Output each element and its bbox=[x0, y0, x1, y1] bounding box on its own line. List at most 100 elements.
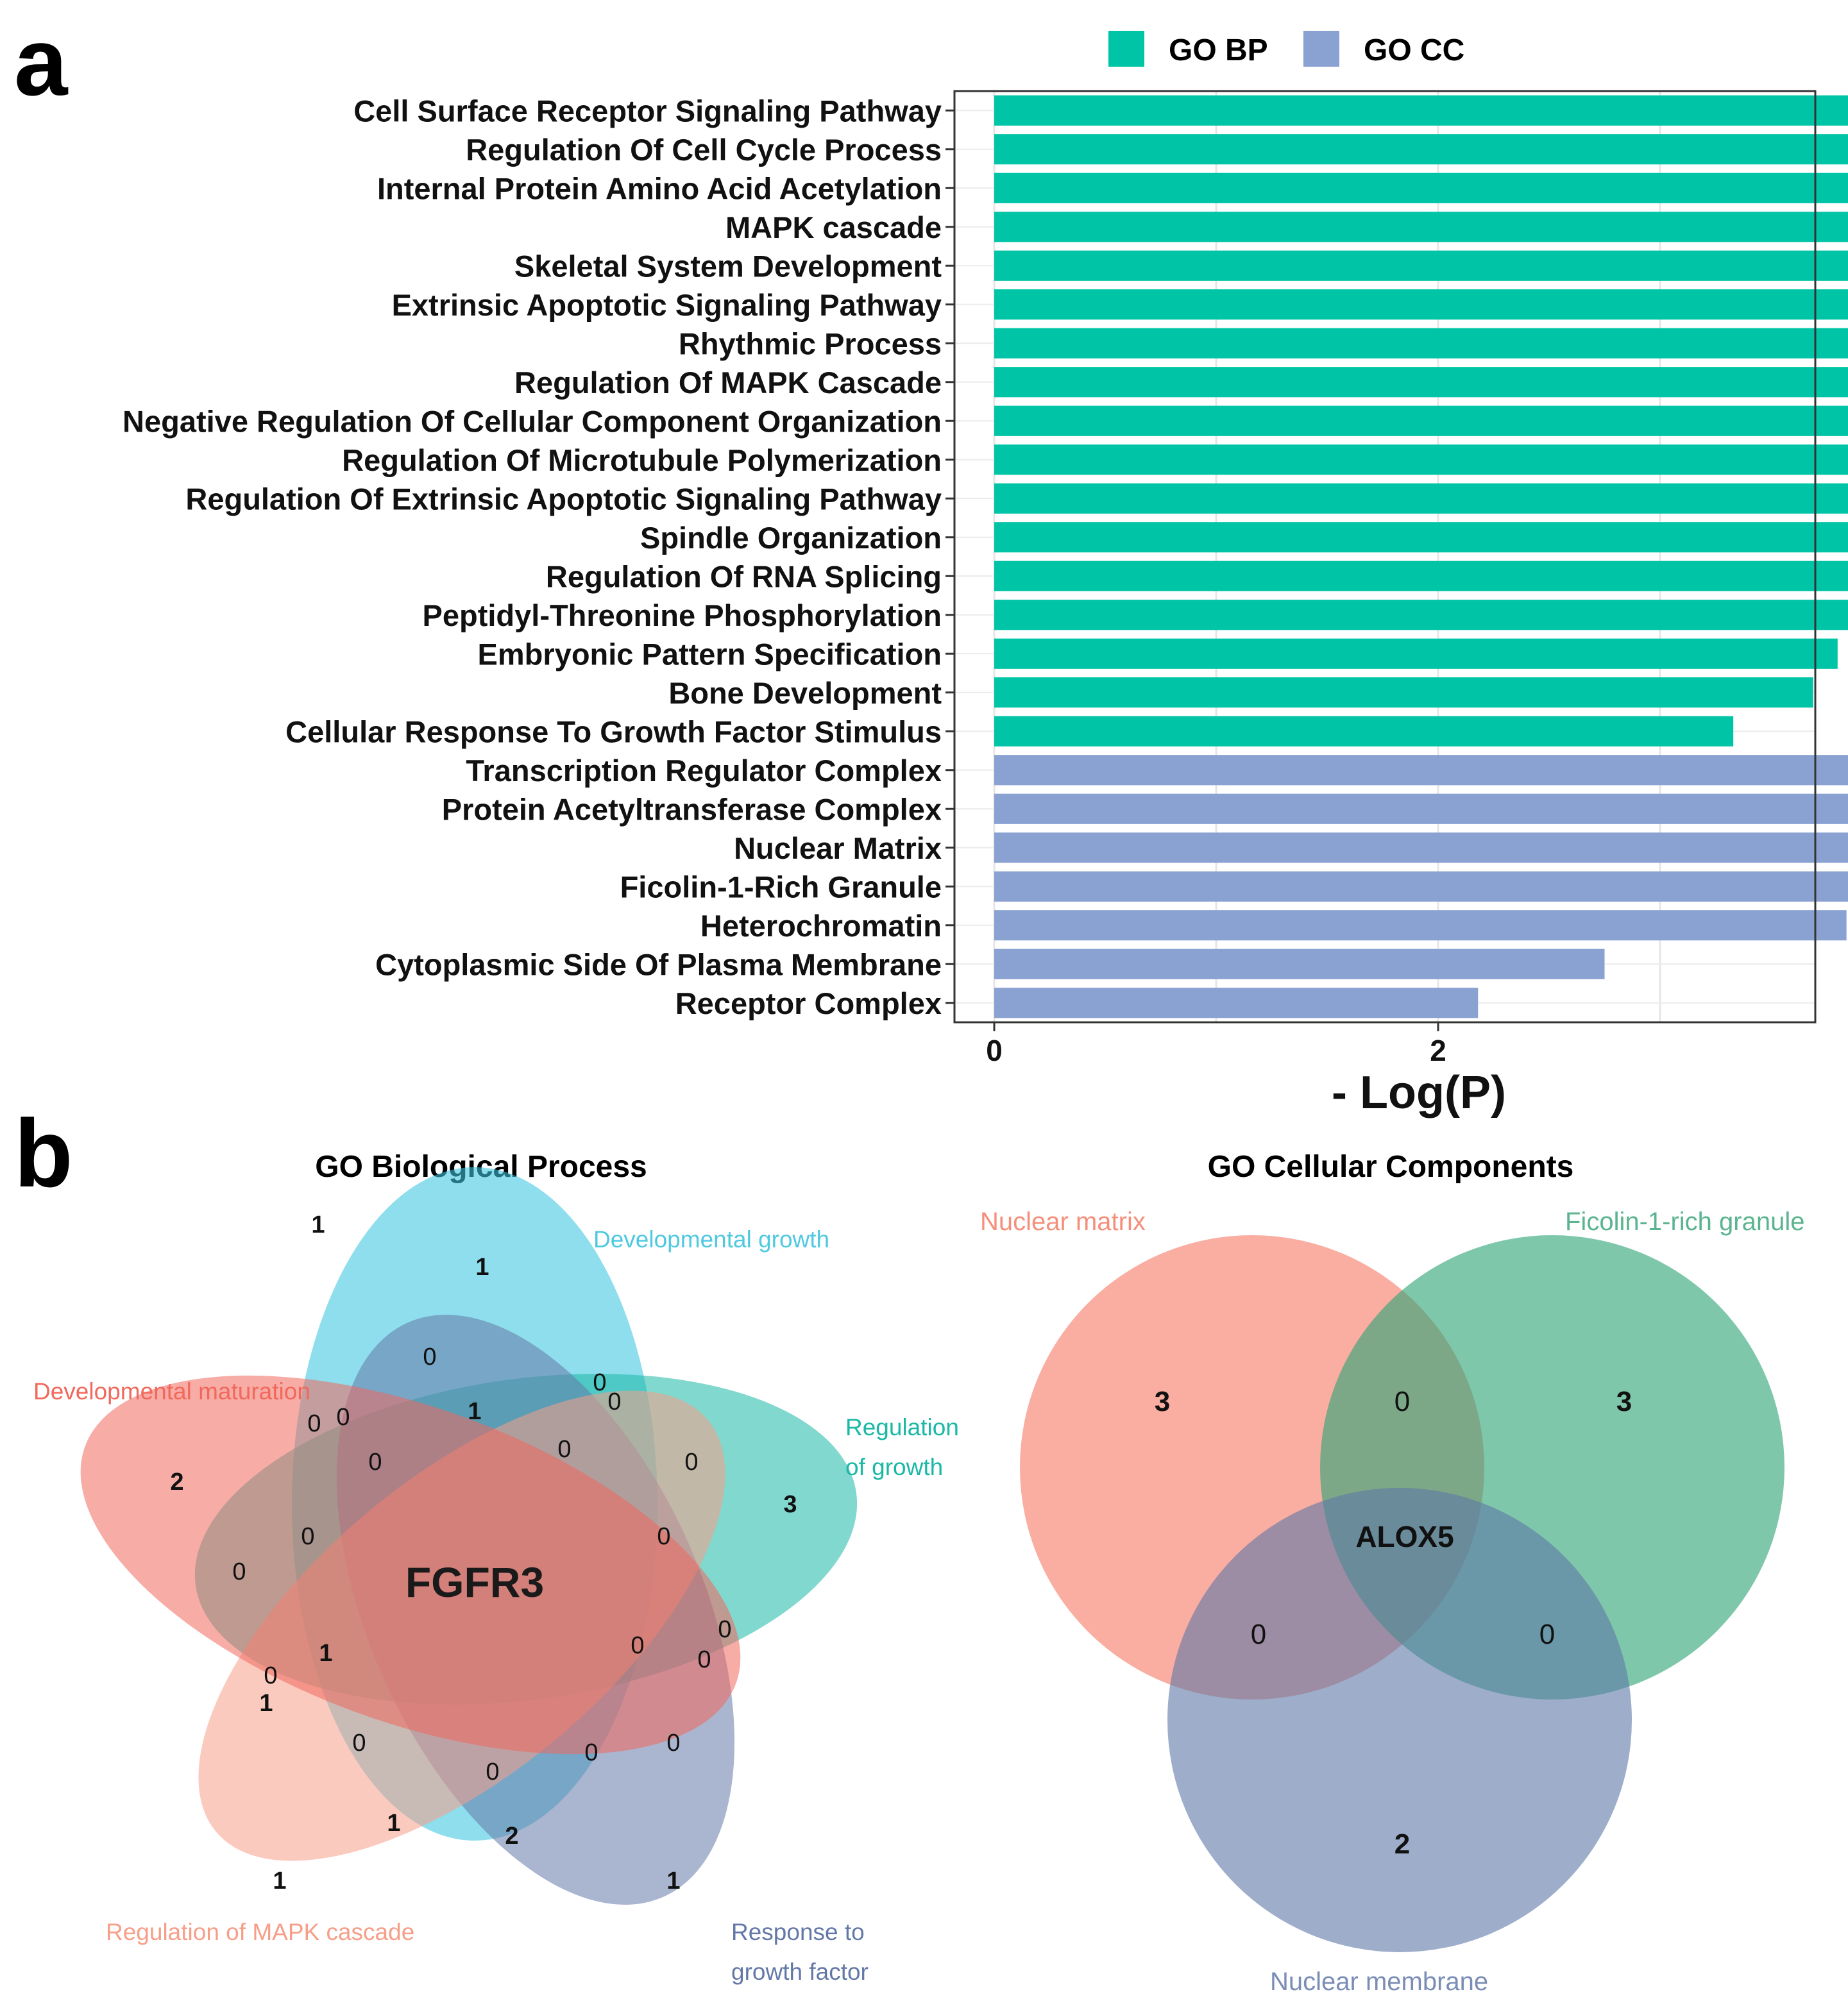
venn-bp-count: 1 bbox=[273, 1868, 286, 1894]
legend-swatch-bp bbox=[1108, 31, 1144, 67]
bar bbox=[994, 600, 1848, 630]
bar bbox=[994, 405, 1848, 436]
bar bbox=[994, 910, 1847, 941]
venn-bp-count: 0 bbox=[718, 1616, 731, 1643]
bar bbox=[994, 755, 1848, 786]
category-label: Receptor Complex bbox=[675, 986, 942, 1020]
venn-bp-count: 0 bbox=[584, 1739, 598, 1766]
venn-cc bbox=[1020, 1235, 1784, 1952]
plot-background bbox=[954, 91, 1815, 1022]
venn-bp-count: 1 bbox=[387, 1810, 400, 1837]
venn-bp-count: 1 bbox=[319, 1640, 332, 1667]
venn-bp-count: 0 bbox=[307, 1410, 321, 1437]
venn-bp-count: 0 bbox=[232, 1558, 246, 1585]
category-label: Internal Protein Amino Acid Acetylation bbox=[377, 171, 942, 205]
tick-label-x: 2 bbox=[1430, 1034, 1446, 1067]
category-label: Ficolin-1-Rich Granule bbox=[620, 870, 942, 904]
bar bbox=[994, 173, 1848, 203]
venn-bp-count: 0 bbox=[301, 1523, 314, 1550]
venn-cc-center-label: ALOX5 bbox=[1355, 1520, 1454, 1553]
bar bbox=[994, 522, 1848, 553]
bar bbox=[994, 250, 1848, 281]
bar bbox=[994, 444, 1848, 475]
venn-bp-count: 0 bbox=[697, 1646, 711, 1673]
category-label: Regulation Of Microtubule Polymerization bbox=[342, 443, 942, 477]
venn-bp-label-response-to-growth-factor-1: Response to bbox=[731, 1919, 865, 1945]
bar bbox=[994, 949, 1605, 979]
bar bbox=[994, 367, 1848, 398]
venn-cc-count: 0 bbox=[1539, 1619, 1555, 1650]
venn-bp-count: 0 bbox=[368, 1449, 382, 1476]
bar bbox=[994, 716, 1734, 747]
category-label: Rhythmic Process bbox=[679, 326, 942, 360]
venn-cc-label-ficolin-granule: Ficolin-1-rich granule bbox=[1565, 1208, 1804, 1236]
bar bbox=[994, 328, 1848, 359]
venn-bp-count: 0 bbox=[607, 1388, 621, 1415]
venn-cc-count: 3 bbox=[1155, 1386, 1170, 1417]
venn-bp-count: 0 bbox=[666, 1730, 680, 1757]
bar bbox=[994, 871, 1848, 902]
category-label: Cytoplasmic Side Of Plasma Membrane bbox=[375, 947, 942, 981]
venn-bp-label-developmental-maturation: Developmental maturation bbox=[33, 1378, 310, 1405]
category-label: Heterochromatin bbox=[700, 909, 942, 943]
venn-bp-count: 1 bbox=[468, 1398, 481, 1425]
venn-cc-set-nuclear-membrane bbox=[1167, 1488, 1632, 1952]
category-label: Transcription Regulator Complex bbox=[466, 754, 942, 788]
venn-bp-count: 0 bbox=[631, 1632, 644, 1659]
category-label: MAPK cascade bbox=[725, 210, 942, 244]
venn-bp-center-label: FGFR3 bbox=[405, 1558, 544, 1606]
x-axis-title: - Log(P) bbox=[1332, 1067, 1506, 1118]
venn-cc-count: 3 bbox=[1616, 1386, 1632, 1417]
bar bbox=[994, 677, 1813, 708]
category-label: Skeletal System Development bbox=[514, 249, 942, 283]
venn-bp-count: 2 bbox=[170, 1469, 183, 1496]
category-label: Regulation Of MAPK Cascade bbox=[514, 366, 942, 400]
plot-border bbox=[953, 90, 1817, 1024]
venn-bp-count: 0 bbox=[264, 1662, 277, 1689]
category-label: Regulation Of Cell Cycle Process bbox=[466, 133, 942, 167]
venn-cc-count: 0 bbox=[1394, 1386, 1410, 1417]
venn-bp-count: 0 bbox=[593, 1369, 606, 1396]
venn-bp-count: 0 bbox=[486, 1759, 499, 1785]
category-label: Embryonic Pattern Specification bbox=[478, 637, 942, 671]
panel-b-letter: b bbox=[14, 1099, 73, 1207]
legend-label-cc: GO CC bbox=[1364, 33, 1464, 67]
legend-label-bp: GO BP bbox=[1169, 33, 1268, 67]
bar bbox=[994, 988, 1479, 1018]
venn-cc-label-nuclear-matrix: Nuclear matrix bbox=[980, 1208, 1146, 1236]
category-label: Peptidyl-Threonine Phosphorylation bbox=[423, 598, 942, 632]
category-label: Cellular Response To Growth Factor Stimu… bbox=[285, 714, 942, 748]
category-label: Regulation Of RNA Splicing bbox=[546, 559, 942, 593]
bar bbox=[994, 832, 1848, 863]
venn-bp-count: 0 bbox=[657, 1523, 670, 1550]
venn-bp-count: 1 bbox=[311, 1211, 325, 1238]
bar bbox=[994, 483, 1848, 514]
bar bbox=[994, 212, 1848, 242]
venn-cc-count: 0 bbox=[1251, 1619, 1266, 1650]
category-label: Cell Surface Receptor Signaling Pathway bbox=[353, 94, 942, 128]
bar bbox=[994, 289, 1848, 320]
venn-bp-set-developmental-maturation bbox=[80, 1375, 741, 1755]
venn-bp-count: 0 bbox=[684, 1449, 698, 1476]
venn-bp-label-developmental-growth: Developmental growth bbox=[593, 1226, 829, 1253]
panel-a-letter: a bbox=[14, 8, 69, 115]
venn-bp-count: 0 bbox=[352, 1730, 366, 1757]
venn-bp-label-response-to-growth-factor-2: growth factor bbox=[731, 1959, 869, 1985]
venn-bp-count: 0 bbox=[423, 1344, 436, 1371]
category-label: Nuclear Matrix bbox=[734, 831, 942, 865]
venn-bp-count: 3 bbox=[783, 1491, 797, 1518]
bar-chart: Cell Surface Receptor Signaling Pathway R… bbox=[123, 90, 1848, 1118]
venn-bp-count: 1 bbox=[475, 1254, 489, 1281]
category-label: Extrinsic Apoptotic Signaling Pathway bbox=[392, 288, 942, 322]
venn-cc-label-nuclear-membrane: Nuclear membrane bbox=[1270, 1968, 1488, 1996]
venn-bp-count: 1 bbox=[666, 1868, 680, 1894]
category-label: Bone Development bbox=[668, 676, 942, 710]
category-label: Regulation Of Extrinsic Apoptotic Signal… bbox=[185, 482, 942, 516]
category-label: Spindle Organization bbox=[640, 521, 942, 555]
venn-cc-count: 2 bbox=[1394, 1828, 1410, 1860]
legend: GO BP GO CC bbox=[1108, 31, 1464, 67]
tick-label-x: 0 bbox=[986, 1034, 1003, 1067]
bar bbox=[994, 793, 1848, 824]
bar bbox=[994, 134, 1848, 165]
